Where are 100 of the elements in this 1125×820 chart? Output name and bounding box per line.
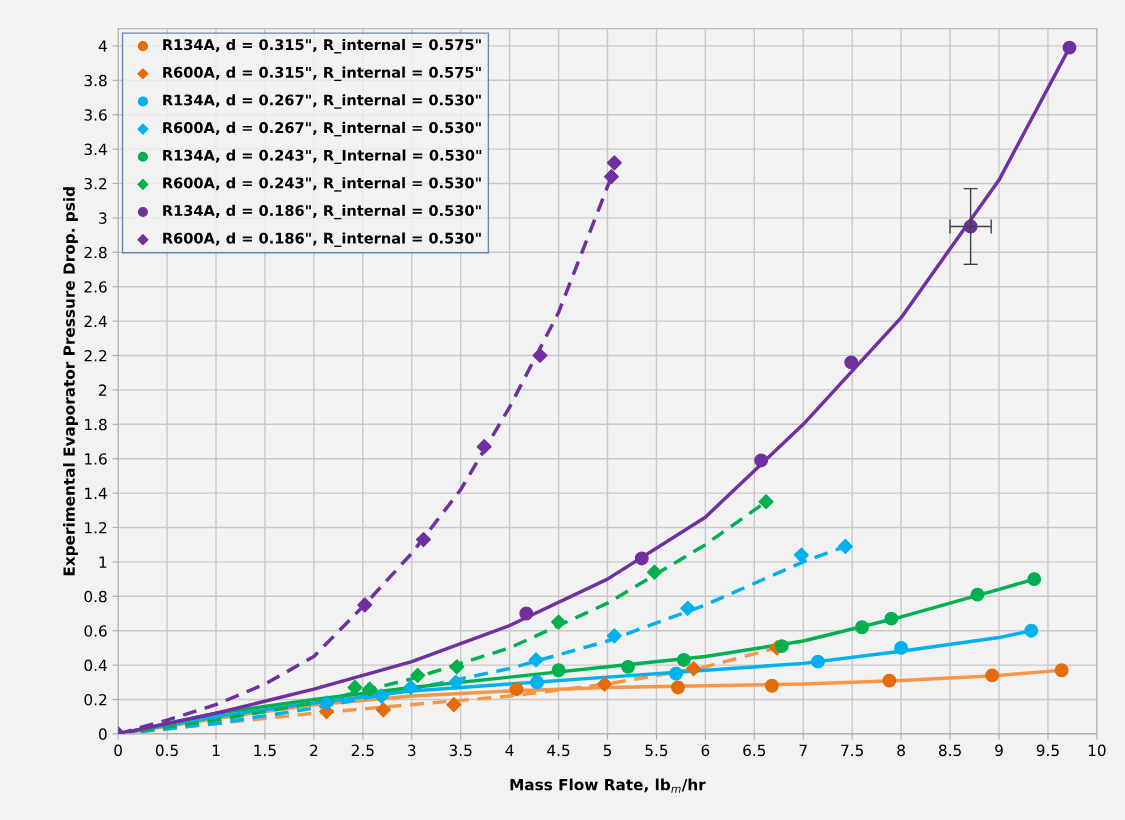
x-tick-label: 9.5	[1036, 744, 1059, 757]
point	[519, 606, 534, 621]
x-tick-label: 0	[114, 744, 122, 757]
y-tick-label: 2.8	[84, 246, 107, 259]
legend-label: R600A, d = 0.267", R_internal = 0.530"	[163, 121, 481, 137]
point	[530, 675, 544, 690]
legend-label: R600A, d = 0.186", R_internal = 0.530"	[163, 232, 481, 247]
y-tick-label: 0.2	[84, 693, 107, 706]
y-tick-label: 3.8	[84, 74, 107, 87]
x-tick-label: 1.5	[254, 744, 276, 757]
y-tick-label: 0	[99, 728, 107, 740]
point	[764, 678, 779, 693]
x-tick-label: 7.5	[841, 744, 863, 757]
legend-label: R134A, d = 0.267", R_internal = 0.530"	[163, 94, 481, 109]
x-tick-label: 7	[799, 744, 807, 756]
point	[362, 681, 378, 697]
point	[357, 597, 373, 613]
point	[1024, 623, 1039, 638]
point	[375, 702, 391, 718]
point	[603, 169, 619, 185]
y-tick-label: 2.2	[84, 349, 107, 362]
legend-label: R600A, d = 0.243", R_internal = 0.530"	[163, 177, 481, 192]
y-axis-title: Experimental Evaporator Pressure Drop. psid	[63, 187, 78, 576]
point	[680, 600, 696, 616]
x-tick-label: 2.5	[351, 744, 374, 757]
point	[774, 639, 789, 654]
x-tick-label: 8	[897, 744, 905, 757]
y-tick-label: 4	[98, 40, 107, 52]
x-tick-label: 0.5	[155, 744, 178, 757]
point	[551, 663, 566, 678]
y-tick-label: 1.4	[85, 487, 107, 499]
point	[754, 453, 769, 468]
point	[446, 697, 462, 713]
x-tick-label: 4	[505, 744, 514, 756]
y-tick-label: 2	[99, 384, 107, 396]
point	[528, 652, 544, 668]
point	[985, 668, 1000, 683]
point	[403, 679, 419, 696]
point	[671, 680, 685, 695]
x-tick-label: 10	[1088, 744, 1106, 757]
y-tick-label: 2.4	[84, 315, 107, 327]
x-tick-label: 5.5	[645, 744, 668, 757]
point	[646, 564, 663, 580]
point	[855, 620, 869, 635]
y-tick-label: 0.6	[84, 625, 107, 637]
y-tick-label: 3.4	[84, 143, 107, 156]
point	[596, 676, 613, 692]
x-tick-label: 1	[212, 744, 220, 756]
point	[676, 652, 691, 667]
x-tick-label: 3	[408, 744, 416, 757]
point	[319, 695, 335, 711]
y-tick-label: 3.2	[84, 177, 107, 190]
point	[550, 614, 567, 630]
point	[634, 551, 649, 566]
point	[410, 667, 426, 683]
point	[1054, 663, 1069, 678]
point	[415, 531, 432, 548]
legend-label: R134A, d = 0.186", R_internal = 0.530"	[163, 204, 481, 220]
y-tick-label: 2.6	[84, 281, 107, 293]
x-tick-label: 6	[701, 744, 710, 757]
x-tick-label: 3.5	[449, 744, 472, 757]
y-tick-label: 1.2	[85, 521, 107, 534]
legend-label: R134A, d = 0.243", R_Internal = 0.530"	[163, 149, 482, 165]
point	[509, 682, 524, 697]
x-tick-label: 6.5	[743, 744, 766, 757]
point	[894, 640, 909, 655]
point	[373, 688, 389, 704]
point	[1062, 40, 1077, 55]
point	[758, 494, 774, 510]
y-tick-label: 1.8	[85, 418, 107, 431]
point	[970, 587, 985, 602]
y-tick-label: 1	[99, 556, 107, 568]
x-axis-title: Mass Flow Rate, lb$_{m}$/hr	[510, 778, 706, 793]
x-tick-label: 4.5	[547, 744, 570, 757]
point	[793, 547, 809, 563]
point	[606, 155, 622, 171]
point	[882, 673, 897, 688]
y-tick-label: 0.4	[84, 659, 107, 672]
point	[686, 660, 702, 677]
point	[669, 666, 683, 681]
legend-label: R600A, d = 0.315", R_internal = 0.575"	[163, 66, 481, 82]
point	[448, 674, 464, 690]
point	[810, 654, 825, 669]
x-tick-label: 5	[603, 744, 612, 757]
point	[532, 347, 548, 364]
y-tick-label: 1.6	[85, 453, 107, 465]
point	[476, 439, 492, 455]
x-tick-label: 9	[995, 744, 1003, 757]
x-tick-label: 8.5	[938, 744, 961, 757]
point	[621, 659, 635, 674]
point	[884, 611, 899, 626]
y-tick-label: 0.8	[84, 590, 107, 603]
y-tick-label: 3.6	[84, 109, 107, 121]
x-tick-label: 2	[310, 744, 318, 756]
legend-label: R134A, d = 0.315", R_internal = 0.575"	[163, 38, 481, 54]
y-tick-label: 3	[99, 212, 107, 224]
point	[1027, 572, 1042, 587]
point	[837, 538, 853, 554]
point	[606, 628, 622, 644]
point	[844, 355, 859, 370]
